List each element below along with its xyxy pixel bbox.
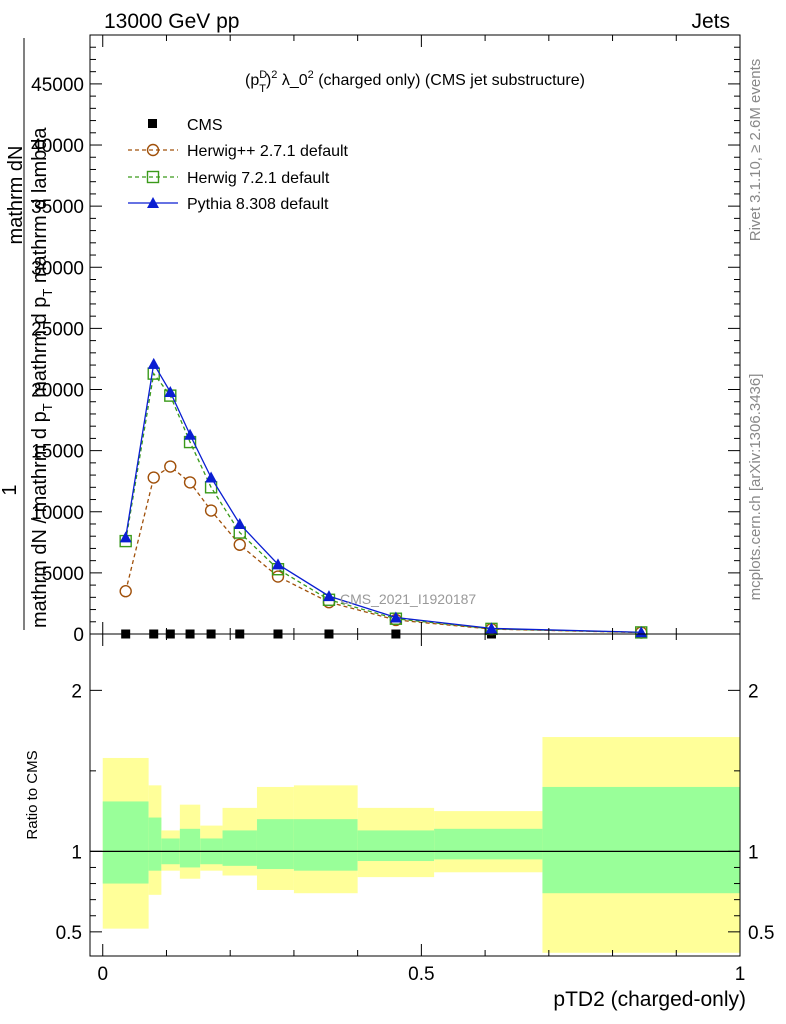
series-line-herwig-7-2-1-default xyxy=(125,372,642,634)
legend-item-herwig7: Herwig 7.2.1 default xyxy=(128,170,330,187)
ratio-band-inner xyxy=(434,828,543,860)
point-pythia-8-308-default xyxy=(164,385,177,397)
ratio-plot-frame xyxy=(89,633,741,957)
main-plot: 0 5000 10000 15000 20000 25000 30000 35000 40000… xyxy=(0,34,741,646)
header-jets-label: Jets xyxy=(691,10,730,33)
ylabel-numerator: mathrm dN xyxy=(5,146,27,245)
legend-herwig7-label: Herwig 7.2.1 default xyxy=(187,170,330,187)
legend-herwig7-marker xyxy=(146,170,160,184)
point-herwig-2-7-1-default xyxy=(119,585,132,598)
main-ytick-label: 35000 xyxy=(31,197,84,218)
point-herwig-2-7-1-default xyxy=(164,460,177,473)
ratio-ytick-label-right: 0.5 xyxy=(748,923,774,944)
point-pythia-8-308-default xyxy=(147,357,160,369)
legend-pythia-marker xyxy=(147,197,159,208)
point-pythia-8-308-default xyxy=(184,428,197,440)
header-energy-label: 13000 GeV pp xyxy=(104,10,239,33)
main-ylabel: 1 mathrm dN mathrm dN / mathrm d pT math… xyxy=(0,38,55,630)
legend-pythia-label: Pythia 8.308 default xyxy=(187,196,329,213)
legend-cms-label: CMS xyxy=(187,117,223,134)
main-ytick-label: 0 xyxy=(73,625,84,646)
legend-item-cms: CMS xyxy=(148,117,223,134)
ratio-band-inner xyxy=(222,830,257,866)
ratio-xtick-label: 0.5 xyxy=(408,964,434,985)
ratio-ytick-label: 2 xyxy=(71,681,82,702)
legend-item-pythia: Pythia 8.308 default xyxy=(128,196,329,213)
ratio-xlabel: pTD2 (charged-only) xyxy=(553,988,746,1011)
point-pythia-8-308-default xyxy=(119,531,132,543)
main-ytick-label: 5000 xyxy=(42,564,84,585)
ratio-plot: 0 0.5 10.5 0.51 12 2 Ratio to CMS pTD2 (charg… xyxy=(24,633,774,1011)
legend-cms-marker xyxy=(148,119,157,128)
legend-herwigpp-marker xyxy=(146,143,160,157)
point-pythia-8-308-default xyxy=(485,622,498,634)
point-herwig-2-7-1-default xyxy=(271,570,285,583)
ratio-ytick-label-right: 2 xyxy=(748,681,759,702)
main-ytick-label: 10000 xyxy=(31,503,84,524)
mcplots-label: mcplots.cern.ch [arXiv:1306.3436] xyxy=(747,374,764,601)
ratio-band-inner xyxy=(148,817,162,871)
ratio-band-inner xyxy=(256,819,294,870)
point-herwig-2-7-1-default xyxy=(204,504,218,517)
ratio-xtick-label: 1 xyxy=(735,964,746,985)
ratio-ylabel: Ratio to CMS xyxy=(24,750,41,839)
main-ytick-label: 15000 xyxy=(31,442,84,463)
series-line-herwig-2-7-1-default xyxy=(125,465,642,634)
ylabel-denominator: mathrm dN / mathrm d pT mathrm d pT math… xyxy=(29,127,55,628)
ratio-ytick-label-right: 1 xyxy=(748,842,759,863)
legend: CMS Herwig++ 2.7.1 default Herwig 7.2.1 … xyxy=(128,117,349,213)
ratio-band-inner xyxy=(293,819,358,871)
main-ytick-label: 30000 xyxy=(31,258,84,279)
ylabel-one: 1 xyxy=(0,484,21,495)
point-herwig-2-7-1-default xyxy=(147,471,160,484)
ratio-band-inner xyxy=(179,828,201,868)
point-pythia-8-308-default xyxy=(322,590,335,602)
point-pythia-8-308-default xyxy=(635,626,648,638)
point-pythia-8-308-default xyxy=(389,611,402,623)
main-ytick-label: 25000 xyxy=(31,319,84,340)
ratio-band-inner xyxy=(102,801,149,884)
rivet-label: Rivet 3.1.10, ≥ 2.6M events xyxy=(747,59,764,242)
ratio-xtick-label: 0 xyxy=(97,964,108,985)
main-ytick-label: 40000 xyxy=(31,136,84,157)
analysis-watermark: CMS_2021_I1920187 xyxy=(340,591,476,607)
point-herwig-2-7-1-default xyxy=(183,476,197,489)
main-title: (pD T)2 λ_02 (charged only) (CMS jet subs… xyxy=(245,69,585,95)
main-ytick-label: 45000 xyxy=(31,75,84,96)
point-herwig-2-7-1-default xyxy=(233,538,246,551)
main-ytick-label: 20000 xyxy=(31,381,84,402)
ratio-ytick-label: 0.5 xyxy=(56,923,82,944)
point-pythia-8-308-default xyxy=(233,517,246,529)
ratio-band-inner xyxy=(357,830,435,862)
legend-item-herwigpp: Herwig++ 2.7.1 default xyxy=(128,143,349,160)
ratio-band-inner xyxy=(542,786,740,894)
point-pythia-8-308-default xyxy=(271,558,284,570)
legend-herwigpp-label: Herwig++ 2.7.1 default xyxy=(187,143,349,160)
ratio-ytick-label: 1 xyxy=(71,842,82,863)
point-pythia-8-308-default xyxy=(205,471,218,483)
